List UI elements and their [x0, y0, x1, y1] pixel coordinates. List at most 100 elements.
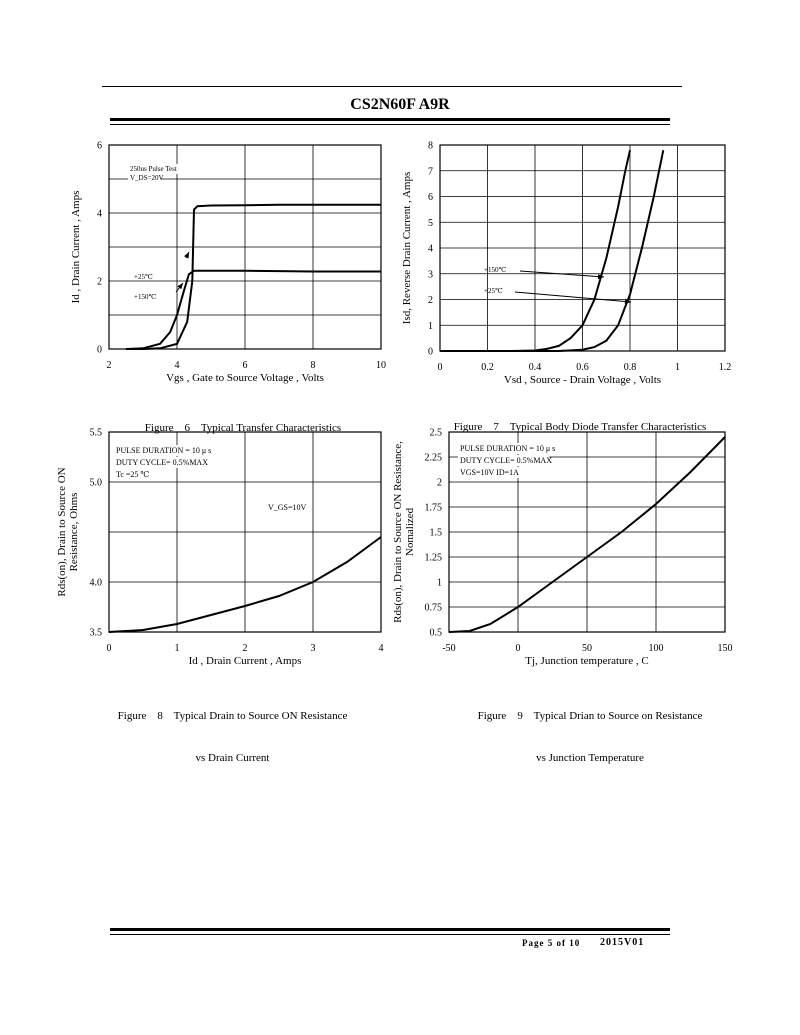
x-tick-label: 0 [107, 643, 112, 654]
figure-9-caption-line1: Figure 9 Typical Drian to Source on Resi… [477, 710, 703, 722]
y-tick-label: 3 [428, 269, 433, 280]
series-label: +25℃ [484, 287, 503, 295]
y-tick-label: 1 [428, 321, 433, 332]
footer-rule-thick [110, 928, 670, 931]
y-tick-label: 6 [97, 141, 102, 152]
x-tick-label: 2 [243, 643, 248, 654]
y-tick-label: 2 [428, 295, 433, 306]
figure-9-caption: Figure 9 Typical Drian to Source on Resi… [460, 681, 720, 779]
x-tick-label: 0.6 [576, 362, 589, 373]
y-tick-label: 0.5 [430, 628, 443, 639]
figure-8-caption-line2: vs Drain Current [195, 752, 270, 764]
annotation-text: V_GS=10V [268, 503, 307, 512]
annotation-text: PULSE DURATION = 10 μ s [116, 446, 211, 455]
y-tick-label: 2 [97, 277, 102, 288]
x-axis-label: Id , Drain Current , Amps [189, 655, 302, 667]
figure-8-caption-line1: Figure 8 Typical Drain to Source ON Resi… [117, 710, 348, 722]
annotation-background [114, 469, 156, 480]
figure-6-caption-line1: Figure 6 Typical Transfer Characteristic… [144, 422, 342, 434]
series-label: +150℃ [484, 266, 506, 274]
annotation-text: Tc =25 ℃ [116, 470, 149, 479]
x-tick-label: 1 [675, 362, 680, 373]
x-tick-label: 150 [718, 643, 733, 654]
y-axis-label: Id , Drain Current , Amps [70, 191, 82, 304]
y-tick-label: 4.0 [90, 578, 103, 589]
x-axis-label: Vsd , Source - Drain Voltage , Volts [504, 374, 661, 386]
x-tick-label: 50 [582, 643, 592, 654]
y-tick-label: 4 [428, 244, 433, 255]
y-tick-label: 2.5 [430, 428, 443, 439]
x-tick-label: 0.2 [481, 362, 494, 373]
annotation-background [266, 502, 304, 513]
y-tick-label: 5 [428, 218, 433, 229]
series-line-2 [125, 269, 381, 350]
annotation-background [128, 173, 162, 183]
annotation-text: 250us Pulse Test [130, 165, 177, 173]
y-tick-label: 2.25 [425, 453, 443, 464]
x-tick-label: 10 [376, 360, 386, 371]
annotation-background [458, 455, 550, 466]
y-tick-label: 7 [428, 166, 433, 177]
y-axis-label: Isd, Reverse Drain Current , Amps [401, 172, 413, 324]
part-number-title: CS2N60F A9R [350, 96, 450, 113]
header-rule-thin [102, 86, 682, 87]
plot-frame [448, 431, 726, 633]
header-rule-thin-2 [110, 124, 670, 125]
y-tick-label: 0.75 [425, 603, 443, 614]
annotation-background [114, 457, 206, 468]
y-tick-label: 1 [437, 578, 442, 589]
x-tick-label: 100 [649, 643, 664, 654]
series-line-1 [126, 203, 381, 350]
series-line-1 [108, 536, 382, 633]
annotation-background [128, 164, 191, 174]
y-axis-label: Rds(on), Drain to Source ON Resistance,N… [392, 441, 416, 623]
callout-arrow-head [597, 274, 604, 280]
revision-code: 2015V01 [600, 937, 645, 948]
plot-frame [108, 144, 382, 350]
x-tick-label: 0.4 [529, 362, 542, 373]
series-label: +25℃ [134, 273, 153, 281]
y-tick-label: 0 [97, 345, 102, 356]
y-tick-label: 3.5 [90, 628, 103, 639]
y-tick-label: 4 [97, 209, 102, 220]
figure-9-caption-line2: vs Junction Temperature [536, 752, 644, 764]
x-tick-label: 2 [107, 360, 112, 371]
y-axis-label: Rds(on), Drain to Source ONResistance, O… [56, 467, 80, 596]
x-tick-label: 0 [516, 643, 521, 654]
x-tick-label: 4 [379, 643, 384, 654]
y-tick-label: 5.5 [90, 428, 103, 439]
series-line-2 [440, 149, 665, 352]
annotation-text: VGS=10V ID=1A [460, 468, 519, 477]
footer-rule-thin [110, 934, 670, 935]
annotation-text: DUTY CYCLE= 0.5%MAX [116, 458, 208, 467]
y-tick-label: 0 [428, 347, 433, 358]
callout-arrow-line [514, 291, 632, 303]
series-label: +150℃ [134, 293, 156, 301]
callout-arrow-head [184, 252, 189, 259]
y-tick-label: 1.5 [430, 528, 443, 539]
figure-6-caption: Figure 6 Typical Transfer Characteristic… [110, 393, 376, 449]
page-number: Page 5 of 10 [522, 938, 581, 948]
plot-frame [439, 144, 726, 352]
header-rule-thick [110, 118, 670, 121]
y-tick-label: 1.25 [425, 553, 443, 564]
figure-7-caption: Figure 7 Typical Body Diode Transfer Cha… [420, 392, 740, 448]
x-tick-label: 4 [175, 360, 180, 371]
x-tick-label: -50 [442, 643, 455, 654]
x-axis-label: Tj, Junction temperature , C [525, 655, 648, 667]
y-tick-label: 5.0 [90, 478, 103, 489]
x-tick-label: 6 [243, 360, 248, 371]
annotation-background [114, 445, 222, 456]
callout-arrow-head [177, 283, 183, 290]
annotation-background [458, 443, 566, 454]
callout-arrow-line [519, 270, 605, 278]
y-tick-label: 8 [428, 141, 433, 152]
x-tick-label: 1.2 [719, 362, 732, 373]
y-tick-label: 2 [437, 478, 442, 489]
y-tick-label: 1.75 [425, 503, 443, 514]
x-tick-label: 3 [311, 643, 316, 654]
plot-frame [108, 431, 382, 633]
